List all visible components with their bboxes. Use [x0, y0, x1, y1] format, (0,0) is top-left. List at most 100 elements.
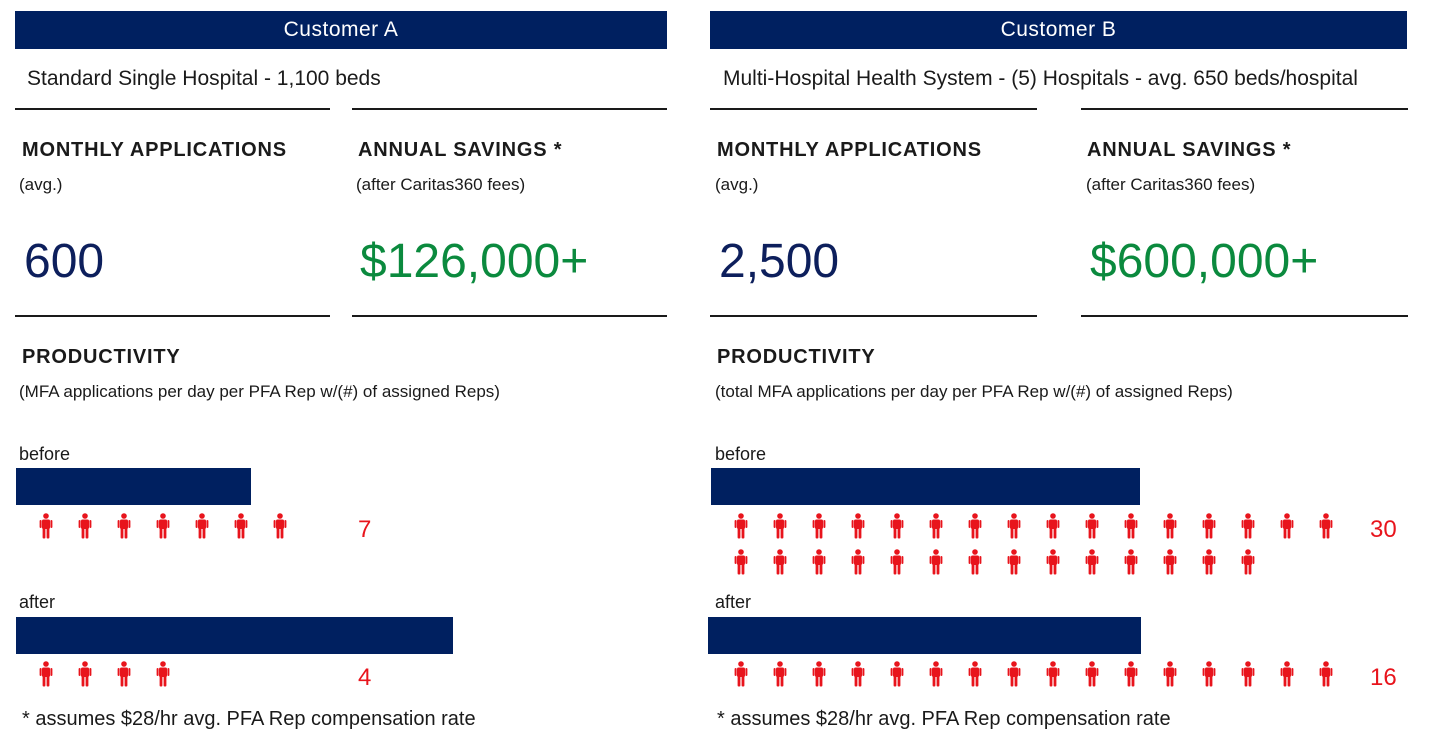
annual-savings-label: ANNUAL SAVINGS * — [358, 139, 563, 161]
after-label: after — [19, 592, 56, 612]
person-icon — [929, 513, 943, 539]
person-icon — [1007, 549, 1021, 575]
productivity-sublabel: (MFA applications per day per PFA Rep w/… — [19, 382, 500, 401]
divider — [1081, 108, 1408, 110]
monthly-applications-label: MONTHLY APPLICATIONS — [717, 139, 982, 161]
person-icon — [1046, 661, 1060, 687]
person-icon — [734, 513, 748, 539]
annual-savings-value: $600,000+ — [1090, 235, 1319, 288]
after-rep-count: 16 — [1370, 664, 1397, 691]
person-icon — [851, 513, 865, 539]
person-icon — [890, 513, 904, 539]
person-icon — [851, 549, 865, 575]
person-icon — [195, 513, 209, 539]
footnote: * assumes $28/hr avg. PFA Rep compensati… — [22, 708, 476, 730]
person-icon — [851, 661, 865, 687]
customer-a-header: Customer A — [15, 11, 667, 49]
person-icon — [968, 549, 982, 575]
productivity-label: PRODUCTIVITY — [22, 346, 181, 368]
before-rep-count: 30 — [1370, 516, 1397, 543]
monthly-applications-value: 600 — [24, 235, 105, 288]
monthly-applications-value: 2,500 — [719, 235, 840, 288]
person-icon — [773, 549, 787, 575]
after-productivity-bar — [16, 617, 453, 654]
person-icon — [1163, 661, 1177, 687]
person-icon — [1046, 549, 1060, 575]
monthly-applications-sublabel: (avg.) — [715, 175, 759, 194]
monthly-applications-label: MONTHLY APPLICATIONS — [22, 139, 287, 161]
person-icon — [117, 661, 131, 687]
before-label: before — [715, 444, 767, 464]
customer-b-header: Customer B — [710, 11, 1407, 49]
person-icon — [1085, 549, 1099, 575]
annual-savings-sublabel: (after Caritas360 fees) — [356, 175, 526, 194]
person-icon — [968, 661, 982, 687]
person-icon — [1085, 513, 1099, 539]
person-icon — [39, 661, 53, 687]
person-icon — [234, 513, 248, 539]
after-label: after — [715, 592, 752, 612]
person-icon — [1280, 661, 1294, 687]
person-icon — [890, 549, 904, 575]
person-icon — [1241, 661, 1255, 687]
customer-a-panel: Customer A Standard Single Hospital - 1,… — [0, 0, 700, 753]
person-icon — [1046, 513, 1060, 539]
person-icon — [1319, 513, 1333, 539]
before-productivity-bar — [16, 468, 251, 505]
person-icon — [929, 549, 943, 575]
person-icon — [156, 661, 170, 687]
person-icon — [734, 549, 748, 575]
divider — [710, 108, 1037, 110]
person-icon — [812, 549, 826, 575]
person-icon — [968, 513, 982, 539]
person-icon — [1241, 549, 1255, 575]
person-icon — [773, 661, 787, 687]
annual-savings-value: $126,000+ — [360, 235, 589, 288]
annual-savings-sublabel: (after Caritas360 fees) — [1086, 175, 1256, 194]
person-icon — [1280, 513, 1294, 539]
productivity-label: PRODUCTIVITY — [717, 346, 876, 368]
divider — [710, 315, 1037, 317]
divider — [352, 315, 667, 317]
footnote: * assumes $28/hr avg. PFA Rep compensati… — [717, 708, 1171, 730]
person-icon — [78, 661, 92, 687]
person-icon — [773, 513, 787, 539]
after-productivity-bar — [708, 617, 1141, 654]
productivity-sublabel: (total MFA applications per day per PFA … — [715, 382, 1233, 401]
before-rep-count: 7 — [358, 516, 372, 543]
person-icon — [812, 661, 826, 687]
person-icon — [1163, 549, 1177, 575]
person-icon — [1007, 661, 1021, 687]
divider — [15, 315, 330, 317]
person-icon — [1124, 513, 1138, 539]
person-icon — [1007, 513, 1021, 539]
person-icon — [734, 661, 748, 687]
person-icon — [156, 513, 170, 539]
customer-b-panel: Customer B Multi-Hospital Health System … — [700, 0, 1434, 753]
divider — [15, 108, 330, 110]
after-rep-count: 4 — [358, 664, 372, 691]
before-productivity-bar — [711, 468, 1140, 505]
person-icon — [1202, 661, 1216, 687]
person-icon — [1163, 513, 1177, 539]
person-icon — [1085, 661, 1099, 687]
person-icon — [39, 513, 53, 539]
customer-a-description: Standard Single Hospital - 1,100 beds — [27, 67, 381, 90]
person-icon — [929, 661, 943, 687]
person-icon — [78, 513, 92, 539]
person-icon — [1202, 513, 1216, 539]
customer-b-description: Multi-Hospital Health System - (5) Hospi… — [723, 67, 1358, 90]
person-icon — [117, 513, 131, 539]
before-label: before — [19, 444, 71, 464]
person-icon — [1124, 661, 1138, 687]
person-icon — [1319, 661, 1333, 687]
annual-savings-label: ANNUAL SAVINGS * — [1087, 139, 1292, 161]
person-icon — [1202, 549, 1216, 575]
person-icon — [1124, 549, 1138, 575]
divider — [352, 108, 667, 110]
divider — [1081, 315, 1408, 317]
person-icon — [273, 513, 287, 539]
person-icon — [812, 513, 826, 539]
person-icon — [890, 661, 904, 687]
person-icon — [1241, 513, 1255, 539]
